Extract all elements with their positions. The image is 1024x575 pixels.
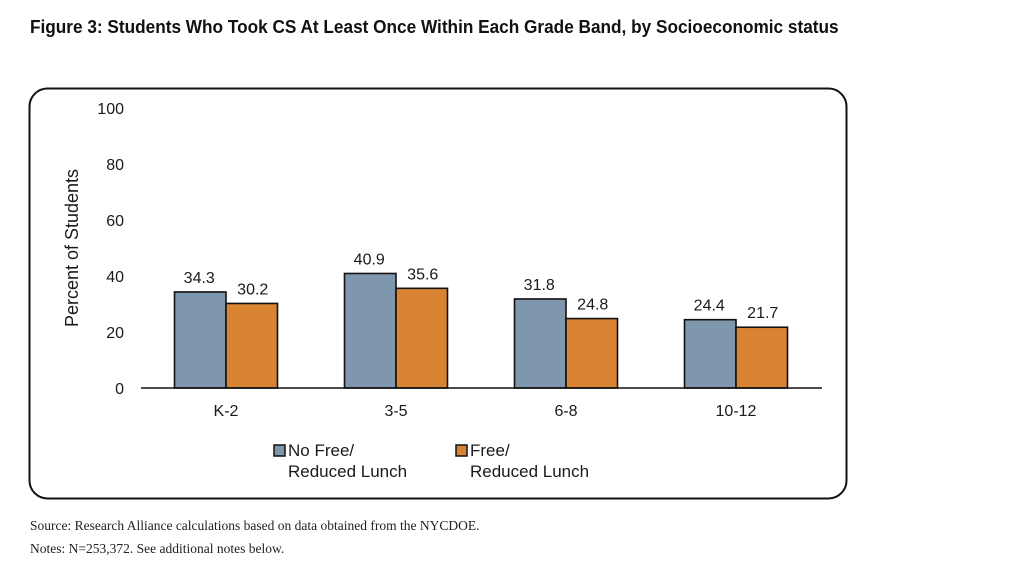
bar-no-frl-3-5 — [343, 272, 397, 389]
x-tick-label: 10-12 — [716, 403, 757, 420]
chart-title: Figure 3: Students Who Took CS At Least … — [30, 16, 839, 37]
y-axis-label: Percent of Students — [62, 169, 82, 327]
legend-swatch — [273, 444, 286, 457]
y-tick-label: 60 — [106, 213, 124, 230]
source-note: Source: Research Alliance calculations b… — [30, 518, 480, 533]
bar-no-frl-6-8 — [513, 298, 567, 389]
bar-no-frl-10-12 — [683, 318, 737, 389]
bar-frl-6-8 — [565, 317, 619, 389]
y-tick-label: 100 — [97, 101, 124, 118]
data-label: 24.4 — [694, 298, 725, 315]
data-label: 24.8 — [577, 297, 608, 314]
bar-frl-K-2 — [225, 302, 279, 389]
y-tick-label: 0 — [115, 381, 124, 398]
bar-frl-3-5 — [395, 287, 449, 389]
x-tick-label: 3-5 — [384, 403, 407, 420]
data-label: 31.8 — [524, 277, 555, 294]
y-tick-label: 20 — [106, 325, 124, 342]
data-label: 35.6 — [407, 266, 438, 283]
x-tick-label: 6-8 — [554, 403, 577, 420]
legend: No Free/Reduced Lunch Free/Reduced Lunch — [273, 441, 589, 481]
data-label: 34.3 — [184, 270, 215, 287]
legend-label: Reduced Lunch — [470, 462, 589, 481]
bar-frl-10-12 — [735, 326, 789, 389]
notes: Notes: N=253,372. See additional notes b… — [30, 541, 285, 556]
legend-label: Free/ — [470, 441, 510, 460]
y-tick-label: 40 — [106, 269, 124, 286]
data-label: 40.9 — [354, 251, 385, 268]
data-label: 21.7 — [747, 305, 778, 322]
x-tick-label: K-2 — [214, 403, 239, 420]
bar-no-frl-K-2 — [173, 291, 227, 389]
data-label: 30.2 — [237, 281, 268, 298]
legend-swatch — [455, 444, 468, 457]
legend-label: Reduced Lunch — [288, 462, 407, 481]
legend-label: No Free/ — [288, 441, 354, 460]
y-tick-label: 80 — [106, 157, 124, 174]
